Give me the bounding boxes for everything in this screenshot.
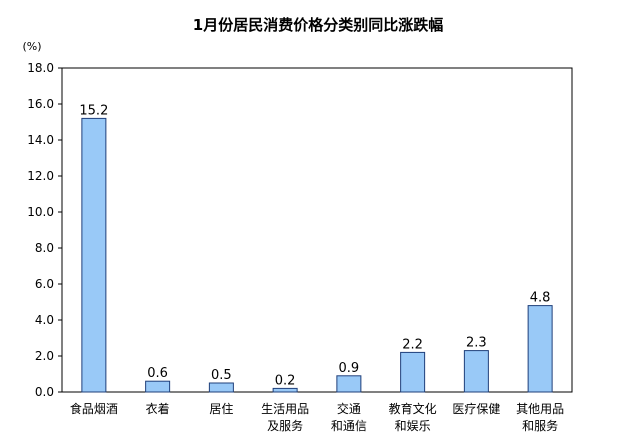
bar xyxy=(463,350,489,393)
data-label: 0.6 xyxy=(147,366,168,381)
category-label: 和通信 xyxy=(331,419,367,433)
category-label: 居住 xyxy=(209,402,233,416)
y-tick-label: 0.0 xyxy=(35,385,54,399)
data-labels: 15.2 0.6 0.5 0.2 0.9 2.2 2.3 4.8 xyxy=(79,103,550,388)
y-tick-label: 14.0 xyxy=(27,133,54,147)
data-label: 2.2 xyxy=(402,337,423,352)
category-label: 及服务 xyxy=(267,418,303,433)
category-label: 生活用品 xyxy=(261,402,309,416)
y-axis: 0.0 2.0 4.0 6.0 8.0 10.0 12.0 14.0 16.0 18.0 xyxy=(27,61,62,399)
category-label: 教育文化 xyxy=(389,401,437,416)
y-tick-label: 2.0 xyxy=(35,349,54,363)
y-tick-label: 10.0 xyxy=(27,205,54,219)
bar xyxy=(145,380,171,393)
bar xyxy=(527,305,553,393)
y-tick-label: 6.0 xyxy=(35,277,54,291)
data-label: 0.9 xyxy=(339,361,360,376)
category-label: 其他用品 xyxy=(516,402,564,416)
bar xyxy=(208,382,234,393)
category-label: 食品烟酒 xyxy=(70,401,118,416)
data-label: 0.2 xyxy=(275,373,296,388)
bar xyxy=(336,375,362,393)
category-label: 医疗保健 xyxy=(452,402,500,416)
bars xyxy=(81,117,553,393)
bar xyxy=(400,351,426,393)
data-label: 0.5 xyxy=(211,368,232,383)
category-label: 和娱乐 xyxy=(395,419,431,433)
bar xyxy=(81,117,107,393)
y-tick-label: 4.0 xyxy=(35,313,54,327)
bar xyxy=(272,387,298,393)
y-tick-label: 18.0 xyxy=(27,61,54,75)
data-label: 15.2 xyxy=(79,103,108,118)
category-label: 交通 xyxy=(337,401,361,416)
category-label: 衣着 xyxy=(146,401,170,416)
category-label: 和服务 xyxy=(522,418,558,433)
data-label: 2.3 xyxy=(466,336,487,351)
y-tick-label: 12.0 xyxy=(27,169,54,183)
data-label: 4.8 xyxy=(530,291,551,306)
plot-area xyxy=(61,67,573,393)
y-axis-unit: (%) xyxy=(22,40,41,53)
y-tick-label: 16.0 xyxy=(27,97,54,111)
y-tick-label: 8.0 xyxy=(35,241,54,255)
chart-title: 1月份居民消费价格分类别同比涨跌幅 xyxy=(193,16,443,34)
